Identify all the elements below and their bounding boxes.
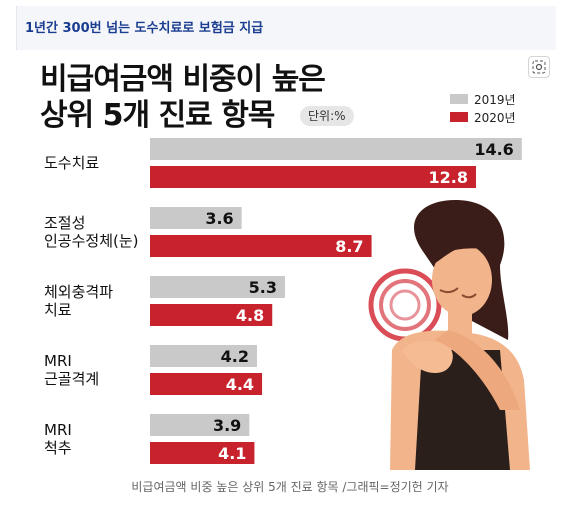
legend-label-2019: 2019년 <box>474 92 516 107</box>
value-label-2020: 4.1 <box>218 444 246 463</box>
legend-label-2020: 2020년 <box>474 110 516 125</box>
bar-2020 <box>150 235 372 257</box>
legend-item-2019: 2019년 <box>450 92 516 107</box>
category-label: 조절성 인공수정체(눈) <box>44 214 139 250</box>
caption-text: 1년간 300번 넘는 도수치료로 보험금 지급 <box>25 21 264 36</box>
bar-2019 <box>150 414 250 436</box>
value-label-2020: 8.7 <box>335 237 363 256</box>
value-label-2019: 4.2 <box>221 347 249 366</box>
chart-title-line2: 상위 5개 진료 항목 <box>40 98 275 133</box>
value-label-2019: 5.3 <box>249 278 277 297</box>
chart-figure: 비급여금액 비중이 높은 상위 5개 진료 항목 단위:% 2019년 2020… <box>30 50 550 470</box>
bar-2019 <box>150 345 257 367</box>
legend-item-2020: 2020년 <box>450 110 516 125</box>
bar-chart: 도수치료 14.6 12.8 조절성 인공수정체(눈) 3.6 8.7 체외충격파 치료 5.3 4… <box>44 138 530 470</box>
value-label-2019: 14.6 <box>474 140 513 159</box>
value-label-2020: 4.4 <box>226 375 254 394</box>
unit-label: 단위:% <box>300 106 354 126</box>
value-label-2020: 12.8 <box>428 168 467 187</box>
bar-2020 <box>150 304 273 326</box>
category-label: 체외충격파 치료 <box>44 283 113 319</box>
legend-swatch-2020 <box>450 112 468 122</box>
lens-icon[interactable] <box>528 56 550 78</box>
bar-2020 <box>150 442 255 464</box>
bar-2019 <box>150 276 285 298</box>
value-label-2020: 4.8 <box>236 306 264 325</box>
bar-2020 <box>150 166 476 188</box>
caption-bar: 1년간 300번 넘는 도수치료로 보험금 지급 <box>16 6 556 50</box>
figure-credit: 비급여금액 비중 높은 상위 5개 진료 항목 /그래픽=정기헌 기자 <box>131 480 449 494</box>
bar-2020 <box>150 373 263 395</box>
value-label-2019: 3.9 <box>213 416 241 435</box>
category-label: MRI 근골격계 <box>44 352 99 388</box>
category-label: 도수치료 <box>44 154 99 172</box>
lens-icon-glyph <box>532 60 546 74</box>
legend-swatch-2019 <box>450 94 468 104</box>
category-label: MRI 척추 <box>44 421 72 457</box>
illustration-woman-shoulder-pain <box>368 200 530 470</box>
chart-title-line1: 비급여금액 비중이 높은 <box>40 62 326 97</box>
value-label-2019: 3.6 <box>205 209 233 228</box>
bar-2019 <box>150 207 242 229</box>
bar-2019 <box>150 138 522 160</box>
